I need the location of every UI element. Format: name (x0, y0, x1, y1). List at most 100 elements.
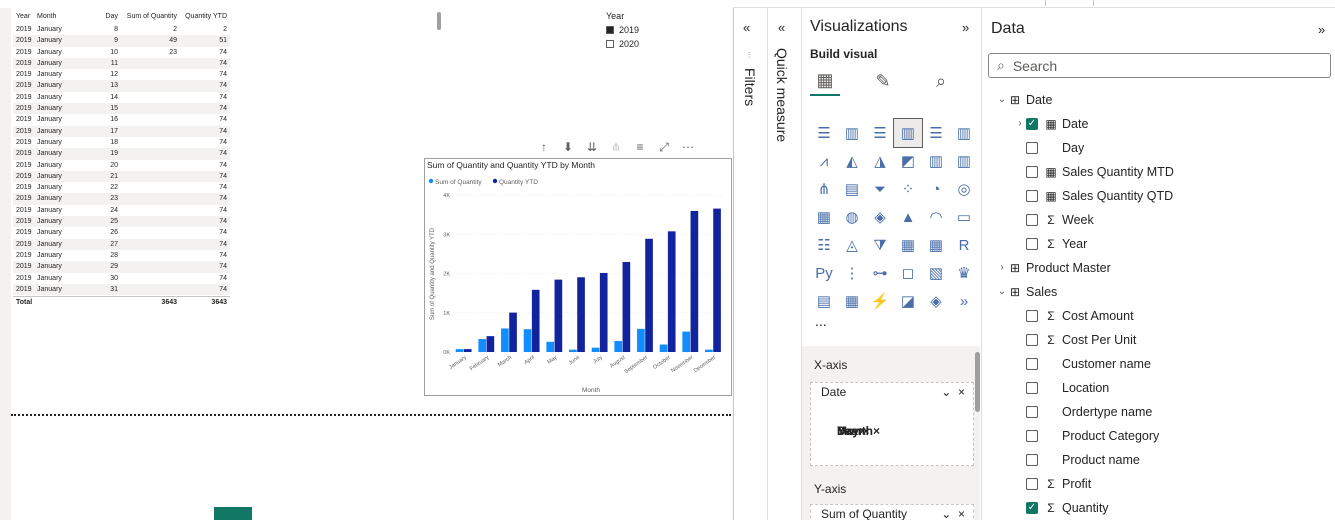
chevron-right-icon[interactable]: » (962, 20, 970, 35)
field-node[interactable]: Product name (982, 448, 1335, 472)
goals-icon[interactable]: ♛ (957, 265, 971, 282)
header-day[interactable]: Day (105, 13, 118, 20)
table-body[interactable]: 2019 January 8 2 2 2019 January 9 49 51 2019 Januar… (13, 24, 230, 296)
field-checkbox[interactable] (1026, 358, 1038, 370)
table-node[interactable]: ⌄ ⊞ Date (982, 88, 1335, 112)
xaxis-subfield[interactable]: Day × (819, 422, 874, 442)
field-checkbox[interactable] (1026, 214, 1038, 226)
table-visual[interactable]: Year Month Day Sum of Quantity Quantity … (13, 10, 230, 308)
decomposition-tree-icon[interactable]: ⊶ (872, 265, 888, 282)
header-sum-quantity[interactable]: Sum of Quantity (126, 13, 177, 20)
card-icon[interactable]: ▭ (956, 209, 972, 226)
line-chart-icon[interactable]: ⩘ (819, 152, 829, 170)
python-visual-icon[interactable]: Py (815, 264, 833, 282)
table-icon[interactable]: ▦ (900, 237, 916, 254)
field-node[interactable]: Ordertype name (982, 400, 1335, 424)
column-chart-visual[interactable]: Sum of Quantity and Quantity YTD by Mont… (424, 158, 732, 396)
slicer-checkbox[interactable] (606, 40, 614, 48)
table-row[interactable]: 2019 January 26 74 (13, 227, 230, 238)
r-visual-icon[interactable]: R (958, 236, 970, 254)
field-checkbox[interactable] (1026, 454, 1038, 466)
table-row[interactable]: 2019 January 12 74 (13, 69, 230, 80)
search-input[interactable]: ⌕ Search (988, 53, 1331, 78)
viz-pane-scroll-thumb[interactable] (975, 352, 980, 412)
field-node[interactable]: Σ Cost Per Unit (982, 328, 1335, 352)
field-node[interactable]: Customer name (982, 352, 1335, 376)
slicer-item-2019[interactable]: 2019 (606, 25, 639, 35)
field-node[interactable]: ▦ Sales Quantity MTD (982, 160, 1335, 184)
chevron-left-icon[interactable]: « (743, 20, 751, 35)
power-automate-icon[interactable]: ⚡ (870, 293, 890, 310)
table-row[interactable]: 2019 January 24 74 (13, 205, 230, 216)
table-node[interactable]: ⌄ ⊞ Sales (982, 280, 1335, 304)
filters-label[interactable]: Filters (742, 68, 758, 107)
filters-pane-collapsed[interactable]: « ⫶ Filters (733, 8, 767, 520)
donut-icon[interactable]: ◎ (957, 181, 971, 198)
close-icon[interactable]: × (872, 424, 880, 438)
table-row[interactable]: 2019 January 31 74 (13, 283, 230, 296)
field-node[interactable]: ✓ Σ Quantity (982, 496, 1335, 520)
close-icon[interactable]: × (862, 424, 870, 438)
field-node[interactable]: Location (982, 376, 1335, 400)
report-canvas[interactable]: Year Month Day Sum of Quantity Quantity … (0, 0, 733, 520)
field-checkbox[interactable] (1026, 142, 1038, 154)
field-checkbox[interactable]: ✓ (1026, 118, 1038, 130)
canvas-scroll-thumb[interactable] (437, 12, 441, 30)
waterfall-icon[interactable]: ⋔ (817, 181, 831, 198)
field-checkbox[interactable] (1026, 166, 1038, 178)
analytics-icon[interactable]: ⌕ (935, 70, 947, 91)
table-row[interactable]: 2019 January 18 74 (13, 137, 230, 148)
bar-100-icon[interactable]: ☰ (929, 125, 943, 142)
table-row[interactable]: 2019 January 15 74 (13, 103, 230, 115)
expand-caret-icon[interactable]: › (1000, 262, 1004, 273)
table-row[interactable]: 2019 January 17 74 (13, 125, 230, 137)
xaxis-field-date[interactable]: Date ⌄ × (811, 383, 973, 403)
quick-measure-label[interactable]: Quick measure (774, 48, 790, 143)
ribbon-icon[interactable]: ◩ (900, 153, 916, 170)
xaxis-subfield[interactable]: Month × (819, 422, 888, 442)
table-row[interactable]: 2019 January 25 74 (13, 216, 230, 228)
field-checkbox[interactable] (1026, 430, 1038, 442)
header-year[interactable]: Year (16, 13, 31, 20)
field-checkbox[interactable] (1026, 334, 1038, 346)
line-stacked-column-icon[interactable]: ▥ (956, 153, 972, 170)
field-checkbox[interactable] (1026, 406, 1038, 418)
build-visual-icon[interactable]: ▦ (810, 66, 840, 96)
table-row[interactable]: 2019 January 8 2 2 (13, 24, 230, 35)
chevron-down-icon[interactable]: ⌄ × (941, 385, 965, 399)
table-row[interactable]: 2019 January 21 74 (13, 170, 230, 183)
xaxis-well[interactable]: Date ⌄ × Year × Month × Day × (810, 382, 974, 466)
table-row[interactable]: 2019 January 9 49 51 (13, 35, 230, 47)
stacked-bar-icon[interactable]: ☰ (817, 125, 831, 142)
diamond-icon[interactable]: ◈ (930, 293, 942, 310)
focus-mode-icon[interactable]: ⤢ (659, 139, 669, 154)
line-column-icon[interactable]: ▥ (928, 153, 944, 170)
slicer-icon[interactable]: ⧩ (873, 236, 887, 254)
table-row[interactable]: 2019 January 28 74 (13, 250, 230, 261)
expand-caret-icon[interactable]: › (1018, 118, 1022, 129)
table-row[interactable]: 2019 January 30 74 (13, 273, 230, 284)
gauge-icon[interactable]: ◠ (929, 209, 943, 226)
chevron-left-icon[interactable]: « (778, 20, 786, 35)
more-options-icon[interactable]: ⋯ (682, 140, 694, 154)
clustered-bar-icon[interactable]: ☰ (873, 125, 887, 142)
field-node[interactable]: ▦ Sales Quantity QTD (982, 184, 1335, 208)
smart-narrative-icon[interactable]: ▧ (928, 265, 944, 282)
field-checkbox[interactable] (1026, 190, 1038, 202)
chevron-down-icon[interactable]: ⌄ × (941, 507, 965, 520)
field-node[interactable]: Day (982, 136, 1335, 160)
new-page-button[interactable] (214, 507, 252, 520)
qa-icon[interactable]: ◻ (901, 265, 915, 282)
kpi-icon[interactable]: ◬ (846, 237, 858, 254)
chevron-visual-icon[interactable]: » (959, 292, 969, 310)
chevron-right-icon[interactable]: » (1318, 22, 1326, 37)
filter-icon[interactable]: ≡ (636, 140, 644, 154)
pie-icon[interactable]: ◔ (931, 180, 941, 198)
expand-next-icon[interactable]: ⋔ (610, 140, 622, 154)
filled-map-icon[interactable]: ◈ (874, 209, 886, 226)
clustered-column-icon[interactable]: ▥ (893, 118, 923, 148)
stacked-column-icon[interactable]: ▥ (844, 125, 860, 142)
field-checkbox[interactable] (1026, 382, 1038, 394)
funnel-icon[interactable]: ⏷ (873, 180, 886, 198)
yaxis-well[interactable]: Sum of Quantity ⌄ × (810, 504, 974, 520)
